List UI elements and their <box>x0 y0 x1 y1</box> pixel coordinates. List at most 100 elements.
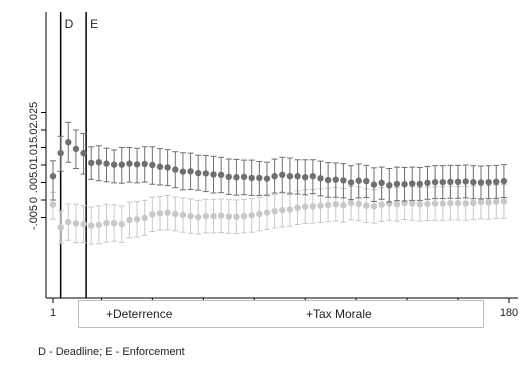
data-point <box>164 164 171 171</box>
data-point <box>256 174 263 182</box>
legend-item-deterrence: +Deterrence <box>106 307 173 321</box>
data-point <box>240 212 248 220</box>
data-point <box>65 139 72 146</box>
data-point <box>164 209 171 216</box>
data-point <box>195 169 202 177</box>
data-point <box>439 200 446 207</box>
data-point <box>424 179 431 187</box>
data-point <box>286 206 294 213</box>
data-point <box>172 166 179 173</box>
data-point <box>355 177 362 184</box>
data-point <box>202 170 210 177</box>
data-point <box>470 178 477 186</box>
reference-line-label: D <box>65 17 74 31</box>
data-point <box>88 159 95 167</box>
data-point <box>347 179 355 186</box>
data-point <box>477 179 485 186</box>
data-point <box>179 168 187 175</box>
data-point <box>500 198 508 205</box>
data-point <box>279 206 286 214</box>
data-point <box>133 161 141 168</box>
data-point <box>187 212 194 220</box>
data-point <box>279 171 286 178</box>
data-point <box>172 210 179 218</box>
data-point <box>294 173 301 180</box>
data-point <box>103 160 110 167</box>
data-point <box>233 213 240 220</box>
data-point <box>462 200 469 207</box>
data-point <box>340 177 347 184</box>
y-tick-label: .025 <box>28 102 40 123</box>
data-point <box>57 149 64 157</box>
data-point <box>386 182 393 189</box>
data-point <box>431 200 439 207</box>
data-point <box>393 201 401 208</box>
data-point <box>347 199 355 207</box>
data-point <box>95 221 103 229</box>
data-point <box>141 160 148 168</box>
x-tick-label: 1 <box>50 307 56 319</box>
data-point <box>217 171 225 178</box>
data-point <box>286 173 294 180</box>
y-tick-label: -.005 <box>28 205 40 230</box>
data-point <box>240 173 248 181</box>
data-point <box>309 173 317 180</box>
data-point <box>439 178 446 186</box>
data-point <box>217 212 225 219</box>
data-point <box>470 199 477 206</box>
data-point <box>332 201 339 208</box>
data-point <box>324 201 332 209</box>
legend: +Deterrence +Tax Morale <box>78 300 484 328</box>
data-point <box>210 212 217 220</box>
data-point <box>500 177 508 185</box>
data-point <box>80 149 87 157</box>
data-point <box>309 203 317 210</box>
data-point <box>149 161 156 169</box>
data-point <box>355 200 362 208</box>
y-tick-label: 0 <box>28 197 40 203</box>
data-point <box>454 199 462 207</box>
data-point <box>401 181 408 188</box>
data-point <box>126 160 133 167</box>
data-point <box>332 176 339 183</box>
data-point <box>493 198 500 205</box>
data-point <box>65 218 72 226</box>
data-point <box>370 203 378 210</box>
y-tick-label: .01 <box>28 157 40 172</box>
y-tick-label: .005 <box>28 172 40 193</box>
data-point <box>49 201 57 208</box>
data-point <box>156 163 164 170</box>
data-point <box>88 222 95 229</box>
data-point <box>126 216 133 224</box>
data-point <box>202 212 210 220</box>
data-point <box>302 203 309 210</box>
data-point <box>408 180 416 187</box>
data-point <box>416 180 424 188</box>
data-point <box>447 199 454 207</box>
data-point <box>485 199 492 206</box>
data-point <box>317 175 324 182</box>
data-point <box>110 219 118 227</box>
data-point <box>233 174 240 181</box>
data-point <box>302 174 309 181</box>
data-point <box>393 180 401 188</box>
data-point <box>454 178 462 185</box>
data-point <box>118 220 125 228</box>
data-point <box>370 181 378 188</box>
data-point <box>271 173 278 180</box>
data-point <box>248 174 255 182</box>
data-point <box>431 178 439 186</box>
data-point <box>294 204 301 211</box>
data-point <box>103 219 110 227</box>
reference-line-label: E <box>90 17 98 31</box>
data-point <box>462 178 469 185</box>
data-point <box>363 177 370 185</box>
legend-item-tax-morale: +Tax Morale <box>306 307 372 321</box>
data-point <box>263 209 271 216</box>
data-point <box>424 200 431 208</box>
data-point <box>149 211 156 218</box>
data-point <box>225 213 232 220</box>
data-point <box>141 214 148 222</box>
data-point <box>447 178 454 185</box>
data-point <box>378 179 385 187</box>
